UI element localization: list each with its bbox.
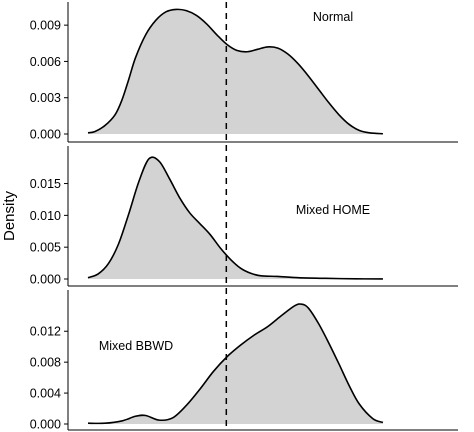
y-tick-label: 0.000 <box>30 418 61 432</box>
y-tick-label: 0.015 <box>30 177 61 191</box>
y-tick-label: 0.000 <box>30 128 61 142</box>
panels-layer: 0.000 0.003 0.006 0.009 Normal 0.000 0.005 0.01… <box>30 2 458 432</box>
panel-label: Mixed HOME <box>296 203 370 217</box>
y-tick-label: 0.000 <box>30 273 61 287</box>
panel-2: 0.000 0.005 0.010 0.015 Mixed HOME <box>30 146 458 287</box>
density-area <box>88 9 383 134</box>
y-tick-label: 0.003 <box>30 91 61 105</box>
panel-3: 0.000 0.004 0.008 0.012 Mixed BBWD <box>30 290 458 432</box>
density-curve <box>87 8 383 135</box>
panel-label: Mixed BBWD <box>99 339 173 353</box>
density-area <box>88 303 383 424</box>
y-tick-label: 0.005 <box>30 241 61 255</box>
density-area <box>88 157 383 279</box>
y-tick-label: 0.004 <box>30 387 61 401</box>
y-tick-label: 0.006 <box>30 55 61 69</box>
panel-label: Normal <box>313 10 353 24</box>
density-curve <box>87 156 383 280</box>
y-axis-title: Density <box>1 190 18 241</box>
y-tick-label: 0.009 <box>30 19 61 33</box>
y-tick-label: 0.008 <box>30 356 61 370</box>
density-curve <box>87 303 384 425</box>
panel-1: 0.000 0.003 0.006 0.009 Normal <box>30 2 458 143</box>
y-tick-label: 0.010 <box>30 209 61 223</box>
y-tick-label: 0.012 <box>30 325 61 339</box>
